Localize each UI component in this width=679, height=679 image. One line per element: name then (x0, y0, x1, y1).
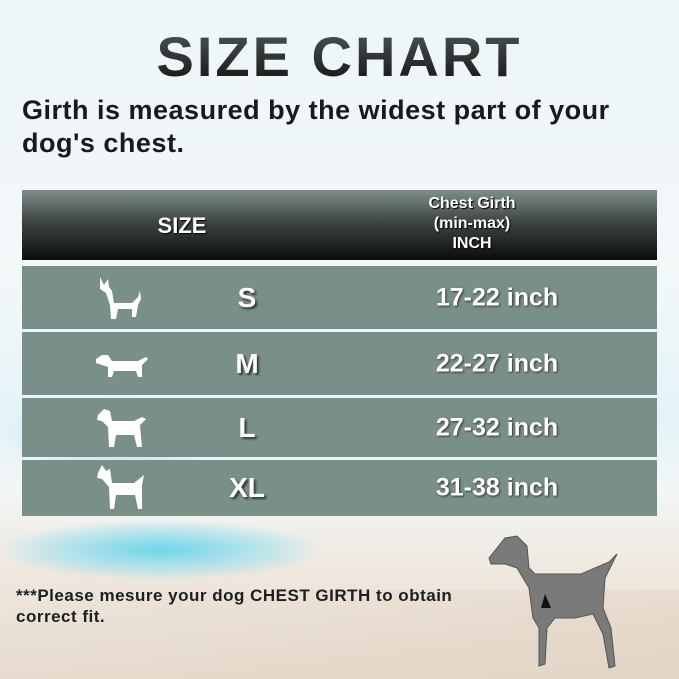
table-header: SIZE Chest Girth (min-max) INCH (22, 190, 657, 260)
page-title: SIZE CHART (20, 24, 659, 89)
header-girth: Chest Girth (min-max) INCH (392, 194, 552, 254)
size-label: XL (229, 472, 265, 503)
girth-value: 27-32 inch (435, 413, 559, 441)
girth-value: 22-27 inch (435, 349, 559, 377)
size-label: S (237, 281, 257, 313)
table-row: XL 31-38 inch (22, 460, 657, 516)
header-girth-line: INCH (452, 235, 492, 252)
subtitle: Girth is measured by the widest part of … (22, 95, 610, 158)
girth-value: 31-38 inch (435, 473, 559, 502)
size-label: L (238, 411, 256, 443)
large-dog-icon (97, 465, 144, 509)
small-dog-icon (100, 276, 141, 319)
pointer-dog-illustration (488, 535, 618, 669)
header-girth-line: Chest Girth (428, 195, 516, 212)
header-girth-line: (min-max) (433, 215, 511, 232)
dachshund-icon (96, 354, 148, 377)
measure-note: ***Please mesure your dog CHEST GIRTH to… (16, 586, 453, 626)
header-size: SIZE (157, 213, 207, 238)
medium-dog-icon (97, 408, 146, 447)
table-row: L 27-32 inch (22, 398, 657, 457)
girth-value: 17-22 inch (435, 283, 559, 311)
table-row: M 22-27 inch (22, 332, 657, 395)
table-row: S 17-22 inch (22, 266, 657, 329)
background-sea (0, 520, 320, 580)
size-label: M (235, 347, 259, 379)
